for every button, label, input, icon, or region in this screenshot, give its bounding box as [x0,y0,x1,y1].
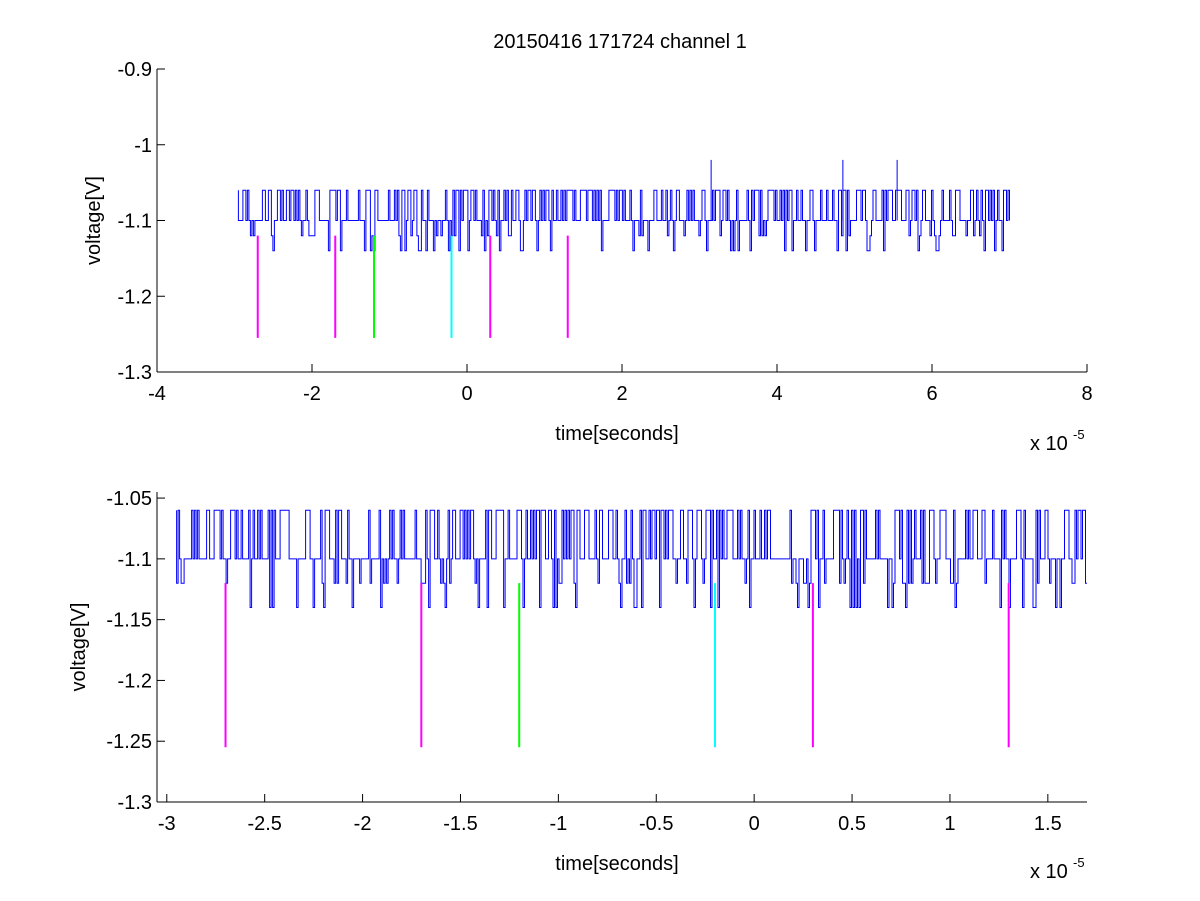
x-tick-label: 6 [926,383,937,405]
figure-title: 20150416 171724 channel 1 [493,31,747,53]
x-tick-label: 2 [616,383,627,405]
x-axis-label: time[seconds] [555,853,678,875]
x-multiplier-label: x 10 [1030,861,1068,883]
x-tick-label: -1.5 [443,813,477,835]
y-tick-label: -1.2 [118,670,152,692]
x-tick-label: 0 [749,813,760,835]
plot-data [176,509,1087,748]
x-tick-label: 1 [944,813,955,835]
x-tick-label: -3 [158,813,176,835]
bottom-subplot: -1.3 -1.25 -1.2 -1.15 -1.1 -1.05 -3 -2.5 -2 -1.5 -… [68,488,1087,883]
y-axis-label: voltage[V] [68,603,90,692]
y-tick-label: -1.25 [106,731,152,753]
y-tick-label: -1 [134,135,152,157]
y-tick-label: -0.9 [118,59,152,81]
x-tick-label: 4 [771,383,782,405]
x-tick-label: 1.5 [1034,813,1062,835]
x-tick-label: -2.5 [247,813,281,835]
x-tick-label: 0.5 [838,813,866,835]
x-multiplier-label: x 10 [1030,433,1068,455]
top-subplot: -1.3 -1.2 -1.1 -1 -0.9 -4 -2 0 2 4 6 8 time[seconds]… [83,59,1093,455]
x-multiplier-exponent: -5 [1073,427,1085,442]
x-multiplier-exponent: -5 [1073,855,1085,870]
x-tick-label: -1 [549,813,567,835]
y-tick-label: -1.3 [118,792,152,814]
plot-data [237,159,1010,338]
voltage-trace [237,189,1010,252]
x-tick-label: -4 [148,383,166,405]
x-axis-label: time[seconds] [555,423,678,445]
x-tick-label: 8 [1081,383,1092,405]
x-tick-label: 0 [461,383,472,405]
y-tick-label: -1.2 [118,286,152,308]
y-tick-label: -1.3 [118,362,152,384]
y-tick-label: -1.05 [106,488,152,510]
y-tick-label: -1.15 [106,610,152,632]
x-tick-label: -2 [354,813,372,835]
x-tick-label: -0.5 [639,813,673,835]
voltage-trace [176,509,1087,608]
y-axis-label: voltage[V] [83,176,105,265]
y-tick-label: -1.1 [118,211,152,233]
y-tick-label: -1.1 [118,549,152,571]
x-tick-label: -2 [303,383,321,405]
